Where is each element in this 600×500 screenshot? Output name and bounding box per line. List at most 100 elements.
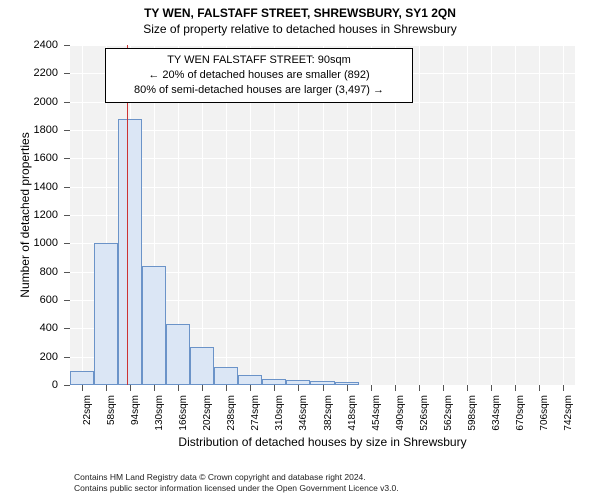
info-line-2: ← 20% of detached houses are smaller (89… (114, 68, 404, 83)
histogram-bar (310, 381, 334, 385)
gridline-v (539, 45, 540, 385)
x-tick (298, 385, 299, 391)
y-tick (64, 215, 70, 216)
title-main: TY WEN, FALSTAFF STREET, SHREWSBURY, SY1… (0, 0, 600, 20)
histogram-bar (94, 243, 118, 385)
x-tick (371, 385, 372, 391)
x-tick (130, 385, 131, 391)
x-tick (467, 385, 468, 391)
gridline-v (443, 45, 444, 385)
gridline-v (563, 45, 564, 385)
x-tick-label: 310sqm (274, 395, 285, 431)
histogram-bar (70, 371, 94, 385)
x-tick (202, 385, 203, 391)
x-tick-label: 418sqm (347, 395, 358, 431)
y-tick (64, 73, 70, 74)
gridline-v (82, 45, 83, 385)
y-tick (64, 272, 70, 273)
x-tick-label: 238sqm (226, 395, 237, 431)
y-tick-label: 1600 (34, 152, 58, 164)
y-tick-label: 1200 (34, 209, 58, 221)
x-tick-label: 58sqm (106, 395, 117, 425)
y-tick (64, 300, 70, 301)
x-tick-label: 670sqm (515, 395, 526, 431)
footnote-line-1: Contains HM Land Registry data © Crown c… (74, 472, 399, 483)
y-tick (64, 385, 70, 386)
info-line-3: 80% of semi-detached houses are larger (… (114, 83, 404, 98)
x-tick-label: 166sqm (178, 395, 189, 431)
x-tick-label: 598sqm (467, 395, 478, 431)
x-tick (491, 385, 492, 391)
y-tick-label: 1800 (34, 124, 58, 136)
x-tick-label: 274sqm (250, 395, 261, 431)
histogram-bar (238, 375, 262, 385)
x-tick (226, 385, 227, 391)
y-tick-label: 0 (52, 379, 58, 391)
y-tick-label: 600 (40, 294, 58, 306)
x-tick (443, 385, 444, 391)
x-tick-label: 22sqm (82, 395, 93, 425)
histogram-bar (262, 379, 286, 385)
y-tick (64, 243, 70, 244)
histogram-bar (335, 382, 359, 385)
info-box: TY WEN FALSTAFF STREET: 90sqm ← 20% of d… (105, 48, 413, 103)
x-tick (82, 385, 83, 391)
x-tick (563, 385, 564, 391)
y-tick-label: 2000 (34, 96, 58, 108)
x-tick-label: 94sqm (130, 395, 141, 425)
x-tick (106, 385, 107, 391)
x-tick (250, 385, 251, 391)
y-tick-label: 800 (40, 266, 58, 278)
x-tick (178, 385, 179, 391)
x-tick-label: 130sqm (154, 395, 165, 431)
gridline-v (467, 45, 468, 385)
y-tick-label: 1000 (34, 237, 58, 249)
x-tick-label: 706sqm (539, 395, 550, 431)
histogram-bar (166, 324, 190, 385)
gridline-v (491, 45, 492, 385)
x-tick-label: 382sqm (323, 395, 334, 431)
x-tick-label: 526sqm (419, 395, 430, 431)
x-tick (274, 385, 275, 391)
title-sub: Size of property relative to detached ho… (0, 20, 600, 36)
footnote-line-2: Contains public sector information licen… (74, 483, 399, 494)
x-tick (539, 385, 540, 391)
y-tick-label: 2200 (34, 67, 58, 79)
y-tick (64, 158, 70, 159)
x-tick-label: 742sqm (563, 395, 574, 431)
x-tick (395, 385, 396, 391)
y-tick-label: 1400 (34, 181, 58, 193)
x-tick (323, 385, 324, 391)
x-tick-label: 490sqm (395, 395, 406, 431)
y-tick (64, 357, 70, 358)
x-tick (419, 385, 420, 391)
gridline-v (419, 45, 420, 385)
x-tick-label: 346sqm (298, 395, 309, 431)
histogram-bar (190, 347, 214, 385)
histogram-bar (286, 380, 310, 385)
histogram-bar (142, 266, 166, 385)
gridline-v (515, 45, 516, 385)
y-tick (64, 328, 70, 329)
y-tick (64, 187, 70, 188)
y-tick-label: 400 (40, 322, 58, 334)
y-tick (64, 45, 70, 46)
x-tick-label: 634sqm (491, 395, 502, 431)
x-tick-label: 202sqm (202, 395, 213, 431)
x-axis-label: Distribution of detached houses by size … (178, 435, 466, 449)
x-tick-label: 562sqm (443, 395, 454, 431)
footnote: Contains HM Land Registry data © Crown c… (74, 472, 399, 494)
x-tick-label: 454sqm (371, 395, 382, 431)
x-tick (347, 385, 348, 391)
x-tick (515, 385, 516, 391)
info-line-1: TY WEN FALSTAFF STREET: 90sqm (114, 53, 404, 68)
y-tick-label: 200 (40, 351, 58, 363)
histogram-bar (214, 367, 238, 385)
x-tick (154, 385, 155, 391)
chart-container: TY WEN, FALSTAFF STREET, SHREWSBURY, SY1… (0, 0, 600, 500)
y-axis-label: Number of detached properties (18, 132, 32, 297)
histogram-bar (118, 119, 142, 385)
y-tick-label: 2400 (34, 39, 58, 51)
y-tick (64, 102, 70, 103)
y-tick (64, 130, 70, 131)
